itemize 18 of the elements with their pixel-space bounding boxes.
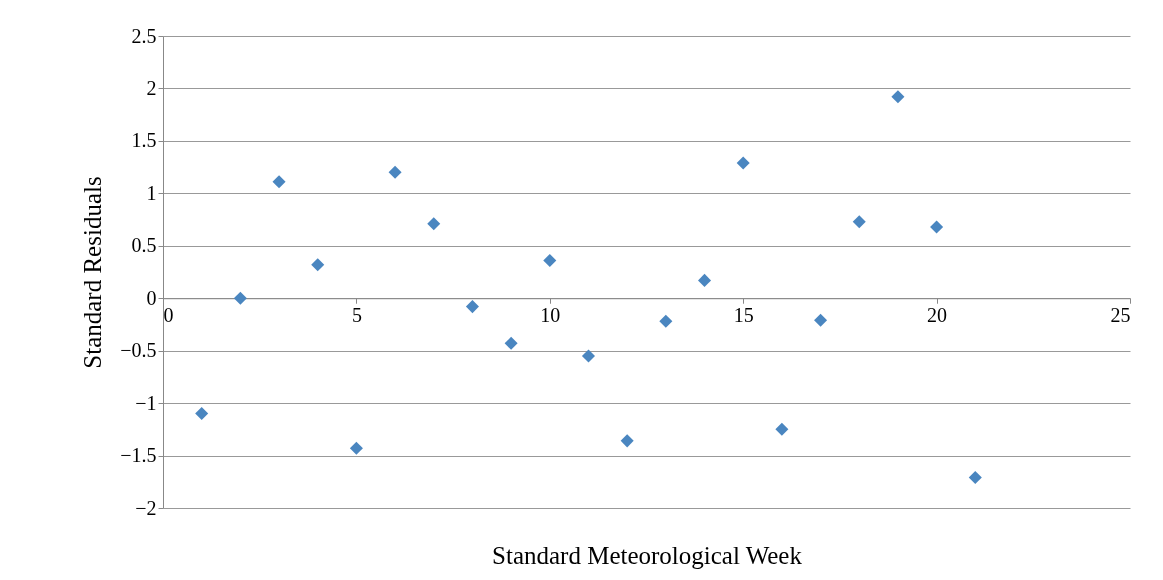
x-tick-label: 25	[1110, 303, 1131, 326]
y-tick-label: −1	[135, 391, 157, 414]
y-tick-label: 1	[146, 181, 157, 204]
y-tick-label: −1.5	[120, 444, 157, 467]
y-tick-label: 0.5	[131, 234, 157, 257]
x-tick-label: 10	[540, 303, 561, 326]
y-tick-label: 2	[146, 76, 157, 99]
y-axis-title: Standard Residuals	[79, 176, 107, 369]
y-tick-label: 0	[146, 286, 157, 309]
x-tick-label: 15	[733, 303, 754, 326]
y-tick-label: −0.5	[120, 339, 157, 362]
x-tick-label: 0	[163, 303, 174, 326]
x-axis-title: Standard Meteorological Week	[492, 541, 803, 569]
y-tick-label: 2.5	[131, 24, 157, 47]
y-tick-label: 1.5	[131, 129, 157, 152]
x-tick-label: 5	[351, 303, 362, 326]
x-tick-label: 20	[927, 303, 948, 326]
y-tick-label: −2	[135, 496, 157, 519]
